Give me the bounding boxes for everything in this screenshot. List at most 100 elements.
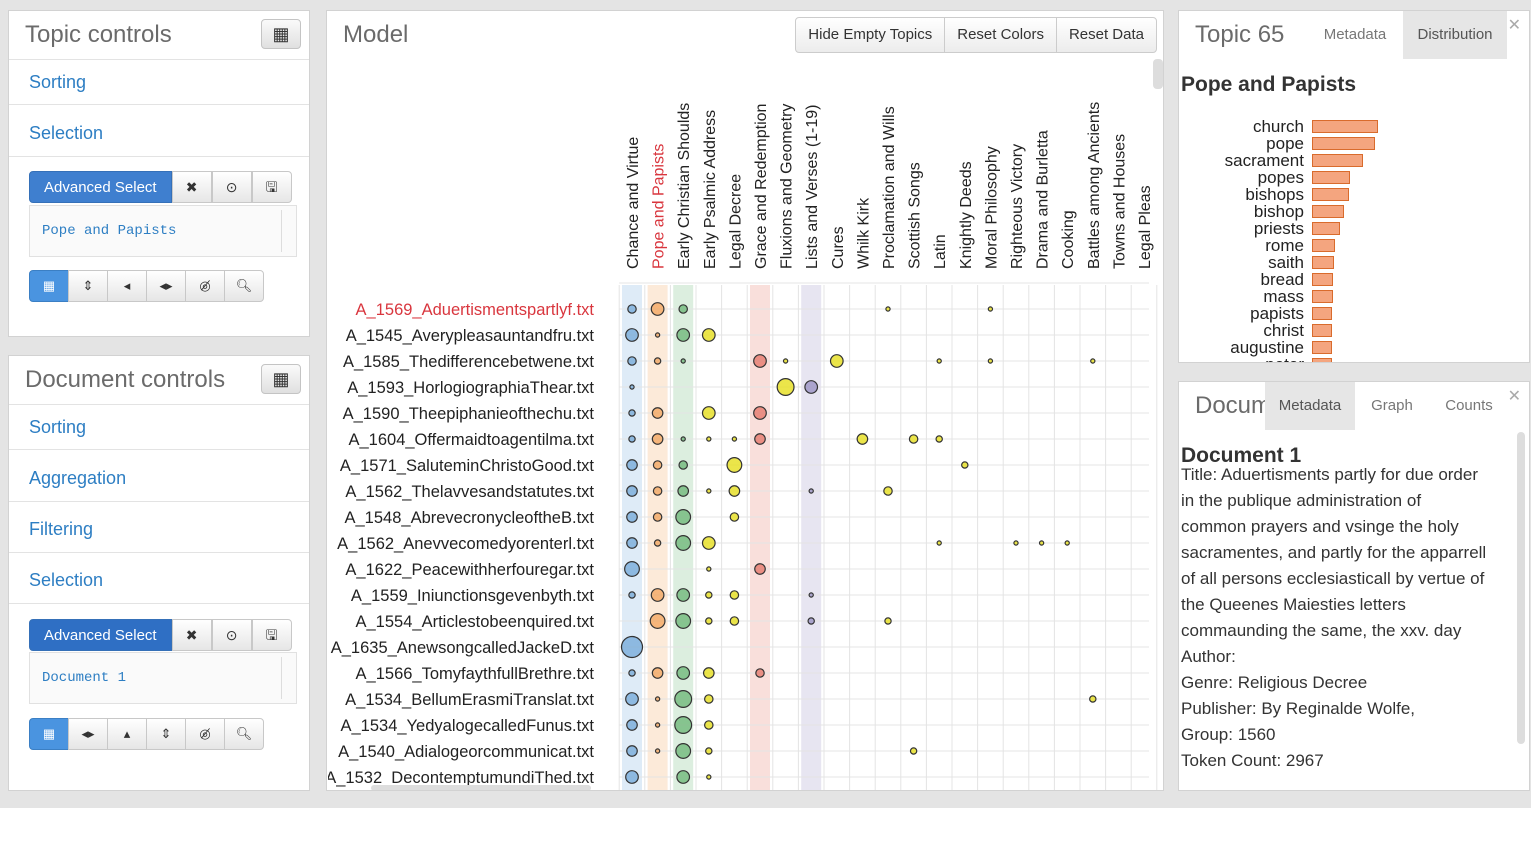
topic-grid-view-button[interactable]: ▦ <box>29 270 69 302</box>
topic-weight-bubble[interactable] <box>675 743 692 759</box>
tab-document-metadata[interactable]: Metadata <box>1265 382 1355 430</box>
topic-expand-button[interactable]: ◂▸ <box>146 270 186 302</box>
document-row-label[interactable]: A_1562_Thelavvesandstatutes.txt <box>345 483 594 501</box>
topic-selection-box[interactable]: Pope and Papists <box>29 205 297 257</box>
document-grid-view-button[interactable]: ▦ <box>29 718 69 750</box>
topic-weight-bubble[interactable] <box>1089 695 1097 703</box>
topic-weight-bubble[interactable] <box>726 457 743 473</box>
topic-weight-bubble[interactable] <box>782 358 789 364</box>
topic-column-label[interactable]: Towns and Houses <box>1111 134 1128 269</box>
document-row-label[interactable]: A_1540_Adialogeorcommunicat.txt <box>338 743 594 761</box>
topic-weight-bubble[interactable] <box>627 304 637 314</box>
topic-column-label[interactable]: Righteous Victory <box>1009 144 1026 269</box>
topic-column-label[interactable]: Battles among Ancients <box>1086 102 1103 269</box>
topic-weight-bubble[interactable] <box>754 563 766 575</box>
document-row-label[interactable]: A_1571_SaluteminChristoGood.txt <box>340 457 594 475</box>
topic-weight-bubble[interactable] <box>936 358 942 364</box>
document-row-label[interactable]: A_1534_BellumErasmiTranslat.txt <box>345 691 594 709</box>
topic-save-button[interactable]: 🖫 <box>251 171 292 203</box>
topic-weight-bubble[interactable] <box>628 591 636 599</box>
topic-weight-bubble[interactable] <box>654 748 661 754</box>
document-reset-button[interactable]: ⊙ <box>211 619 252 651</box>
topic-weight-bubble[interactable] <box>705 591 713 599</box>
topic-weight-bubble[interactable] <box>628 669 636 677</box>
topic-column-label[interactable]: Chance and Virtue <box>625 137 642 269</box>
topic-weight-bubble[interactable] <box>680 358 686 364</box>
document-panel-scrollbar[interactable] <box>1517 432 1525 744</box>
topic-weight-bubble[interactable] <box>653 357 662 365</box>
topic-weight-bubble[interactable] <box>776 378 795 397</box>
topic-weight-bubble[interactable] <box>626 511 638 523</box>
topic-weight-bubble[interactable] <box>626 719 638 731</box>
topic-weight-bubble[interactable] <box>1038 540 1045 546</box>
topic-weight-bubble[interactable] <box>753 406 767 420</box>
document-zoom-button[interactable]: 🔍︎ <box>224 718 264 750</box>
topic-weight-bubble[interactable] <box>654 722 661 728</box>
document-selection-row[interactable]: Selection <box>9 558 309 604</box>
topic-reset-button[interactable]: ⊙ <box>211 171 252 203</box>
topic-weight-bubble[interactable] <box>701 406 716 420</box>
topic-weight-bubble[interactable] <box>706 566 712 572</box>
topic-column-label[interactable]: Early Psalmic Address <box>702 110 719 269</box>
topic-weight-bubble[interactable] <box>626 485 638 497</box>
topic-column-label[interactable]: Early Christian Shoulds <box>676 103 693 269</box>
topic-sort-button[interactable]: ⇕ <box>68 270 108 302</box>
topic-weight-bubble[interactable] <box>649 613 666 629</box>
topic-weight-bubble[interactable] <box>652 486 663 496</box>
topic-weight-bubble[interactable] <box>935 435 943 443</box>
topic-advanced-select-button[interactable]: Advanced Select <box>29 171 172 203</box>
topic-column-label[interactable]: Drama and Burletta <box>1035 130 1052 269</box>
topic-selection-row[interactable]: Selection <box>9 111 309 157</box>
topic-weight-bubble[interactable] <box>620 635 644 659</box>
topic-weight-bubble[interactable] <box>626 745 638 757</box>
topic-weight-bubble[interactable] <box>626 459 638 471</box>
topic-controls-grid-button[interactable]: ▦ <box>261 19 301 49</box>
topic-weight-bubble[interactable] <box>626 537 638 549</box>
topic-weight-bubble[interactable] <box>678 460 688 470</box>
topic-weight-bubble[interactable] <box>654 332 661 338</box>
topic-weight-bubble[interactable] <box>627 356 637 366</box>
topic-weight-bubble[interactable] <box>628 409 636 417</box>
topic-weight-bubble[interactable] <box>754 433 766 445</box>
topic-weight-bubble[interactable] <box>729 590 740 600</box>
document-save-button[interactable]: 🖫 <box>251 619 292 651</box>
topic-weight-bubble[interactable] <box>676 770 691 784</box>
topic-weight-bubble[interactable] <box>628 435 636 443</box>
document-row-label[interactable]: A_1532_DecontemptumundiThed.txt <box>327 769 594 787</box>
document-row-label[interactable]: A_1622_Peacewithherfouregar.txt <box>345 561 594 579</box>
topic-clear-button[interactable]: ✖ <box>171 171 212 203</box>
topic-weight-bubble[interactable] <box>705 747 713 755</box>
topic-weight-bubble[interactable] <box>706 436 712 442</box>
topic-weight-bubble[interactable] <box>1064 540 1070 546</box>
topic-weight-bubble[interactable] <box>625 770 639 784</box>
document-row-label[interactable]: A_1562_Anevvecomedyorenterl.txt <box>337 535 594 553</box>
topic-column-label[interactable]: Grace and Redemption <box>753 104 770 269</box>
topic-weight-bubble[interactable] <box>706 488 712 494</box>
topic-panel-close-icon[interactable]: ✕ <box>1507 17 1521 34</box>
document-advanced-select-button[interactable]: Advanced Select <box>29 619 172 651</box>
document-row-label[interactable]: A_1534_YedyalogecalledFunus.txt <box>340 717 594 735</box>
topic-weight-bubble[interactable] <box>651 667 664 679</box>
topic-weight-bubble[interactable] <box>808 488 814 494</box>
topic-column-label[interactable]: Legal Decree <box>727 174 744 269</box>
topic-weight-bubble[interactable] <box>829 354 844 368</box>
document-controls-grid-button[interactable]: ▦ <box>261 364 301 394</box>
document-row-label[interactable]: A_1566_TomyfaythfullBrethre.txt <box>356 665 595 683</box>
topic-weight-bubble[interactable] <box>808 592 814 598</box>
document-row-label[interactable]: A_1559_Iniunctionsgevenbyth.txt <box>351 587 595 605</box>
document-row-label[interactable]: A_1548_AbrevecronycleoftheB.txt <box>345 509 595 527</box>
topic-column-label[interactable]: Legal Pleas <box>1137 185 1154 269</box>
topic-weight-bubble[interactable] <box>731 436 738 442</box>
topic-column-label[interactable]: Cooking <box>1060 210 1077 269</box>
topic-column-label[interactable]: Lists and Verses (1-19) <box>804 104 821 269</box>
tab-document-counts[interactable]: Counts <box>1445 397 1493 414</box>
topic-weight-bubble[interactable] <box>652 512 663 522</box>
topic-column-label[interactable]: Proclamation and Wills <box>881 106 898 269</box>
topic-weight-bubble[interactable] <box>908 434 919 444</box>
topic-weight-bubble[interactable] <box>680 436 686 442</box>
topic-weight-bubble[interactable] <box>753 354 767 368</box>
document-row-label[interactable]: A_1585_Thedifferencebetwene.txt <box>343 353 594 371</box>
topic-weight-bubble[interactable] <box>653 539 662 547</box>
matrix-vertical-scrollbar[interactable] <box>1153 59 1163 89</box>
topic-weight-bubble[interactable] <box>885 306 891 312</box>
